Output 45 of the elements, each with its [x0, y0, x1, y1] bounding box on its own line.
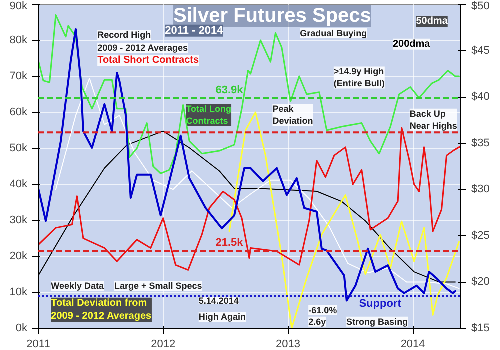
y-tick-label: 90k — [10, 0, 28, 12]
text: Total Short Contracts — [98, 55, 200, 66]
y-tick-label: 10k — [10, 286, 28, 298]
annotation: Record High — [98, 30, 152, 40]
x-tick-label: 2013 — [276, 338, 300, 350]
annotation: 2009 - 2012 Averages — [98, 43, 188, 54]
chart-title: Silver Futures Specs — [174, 5, 372, 28]
annotation: Strong Basing — [346, 316, 408, 327]
y-tick-label: 30k — [10, 214, 28, 226]
annotation: Gradual Buying — [300, 28, 368, 39]
x-tick-label: 2014 — [400, 338, 426, 350]
annotation: Large + Small Specs — [114, 281, 202, 292]
annotation: Peak Deviation — [272, 104, 314, 126]
y2-tick-label: $15 — [472, 322, 490, 334]
annotation: 2.6y — [308, 316, 326, 327]
text: 50dma — [416, 16, 448, 28]
x-tick-label: 2011 — [26, 338, 50, 350]
y-tick-label: 40k — [10, 178, 28, 190]
y2-tick-label: $50 — [472, 0, 490, 12]
y-tick-label: 80k — [10, 34, 28, 46]
ref-line-label: 21.5k — [216, 237, 244, 250]
x-tick-label: 2012 — [151, 338, 176, 350]
text: 2011 - 2014 — [165, 24, 224, 37]
y-tick-label: 20k — [10, 250, 28, 262]
y-tick-label: 70k — [10, 70, 28, 82]
series-label: Total Long Contracts — [186, 104, 232, 126]
y2-tick-label: $30 — [472, 184, 490, 196]
y-tick-label: 60k — [10, 106, 28, 118]
annotation: 5.14.2014 — [198, 296, 239, 306]
text: Total Deviation from 2009 - 2012 Averages — [51, 298, 152, 322]
annotation: Weekly Data — [51, 281, 106, 292]
annotation: High Again — [198, 312, 246, 322]
y-tick-label: 0k — [16, 322, 28, 334]
y-tick-label: 50k — [10, 142, 28, 154]
annotation: Back Up Near Highs — [410, 108, 458, 131]
annotation: >14.9y High (Entire Bull) — [334, 66, 385, 89]
text: 200dma — [392, 38, 431, 50]
ref-line-label: Support — [359, 298, 402, 310]
y2-tick-label: $45 — [472, 44, 490, 57]
annotation: -61.0% — [308, 306, 338, 316]
y2-tick-label: $25 — [472, 230, 490, 242]
y2-tick-label: $20 — [472, 276, 490, 288]
y2-tick-label: $35 — [472, 137, 490, 150]
y2-tick-label: $40 — [472, 91, 490, 104]
ref-line-label: 63.9k — [216, 84, 244, 96]
